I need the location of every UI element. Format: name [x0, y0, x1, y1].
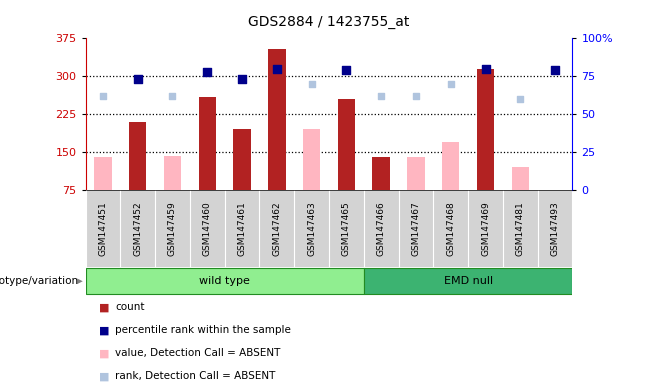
Point	[411, 93, 421, 99]
Text: ■: ■	[99, 348, 109, 358]
Bar	[364, 268, 572, 294]
Text: GSM147451: GSM147451	[99, 201, 107, 256]
Point	[307, 81, 317, 87]
Text: wild type: wild type	[199, 276, 250, 286]
Text: count: count	[115, 302, 145, 312]
Bar	[338, 99, 355, 190]
Text: GSM147469: GSM147469	[481, 201, 490, 256]
Text: genotype/variation: genotype/variation	[0, 276, 79, 286]
Bar	[407, 157, 424, 190]
Text: GSM147481: GSM147481	[516, 201, 525, 256]
Bar	[372, 157, 390, 190]
Point	[237, 76, 247, 83]
Bar	[234, 129, 251, 190]
Point	[480, 66, 491, 72]
Point	[445, 81, 456, 87]
Bar	[477, 69, 494, 190]
Point	[550, 67, 561, 73]
Text: GSM147461: GSM147461	[238, 201, 247, 256]
Text: GSM147493: GSM147493	[551, 201, 559, 256]
Point	[272, 66, 282, 72]
Text: GSM147468: GSM147468	[446, 201, 455, 256]
Text: GDS2884 / 1423755_at: GDS2884 / 1423755_at	[248, 15, 410, 29]
Text: GSM147465: GSM147465	[342, 201, 351, 256]
Point	[132, 76, 143, 83]
Text: GSM147467: GSM147467	[411, 201, 420, 256]
Text: rank, Detection Call = ABSENT: rank, Detection Call = ABSENT	[115, 371, 276, 381]
Point	[376, 93, 386, 99]
Text: ■: ■	[99, 325, 109, 335]
Bar	[129, 122, 147, 190]
Point	[97, 93, 108, 99]
Text: ■: ■	[99, 302, 109, 312]
Text: GSM147462: GSM147462	[272, 201, 282, 256]
Bar	[86, 268, 364, 294]
Text: GSM147460: GSM147460	[203, 201, 212, 256]
Point	[341, 67, 351, 73]
Text: GSM147466: GSM147466	[376, 201, 386, 256]
Bar	[268, 48, 286, 190]
Bar	[512, 167, 529, 190]
Text: percentile rank within the sample: percentile rank within the sample	[115, 325, 291, 335]
Bar	[303, 129, 320, 190]
Text: GSM147463: GSM147463	[307, 201, 316, 256]
Bar	[164, 156, 181, 190]
Text: GSM147452: GSM147452	[133, 201, 142, 256]
Text: ■: ■	[99, 371, 109, 381]
Text: value, Detection Call = ABSENT: value, Detection Call = ABSENT	[115, 348, 280, 358]
Point	[515, 96, 526, 102]
Point	[202, 69, 213, 75]
Bar	[94, 157, 112, 190]
Bar	[199, 96, 216, 190]
Point	[167, 93, 178, 99]
Bar	[442, 142, 459, 190]
Text: GSM147459: GSM147459	[168, 201, 177, 256]
Text: EMD null: EMD null	[443, 276, 493, 286]
